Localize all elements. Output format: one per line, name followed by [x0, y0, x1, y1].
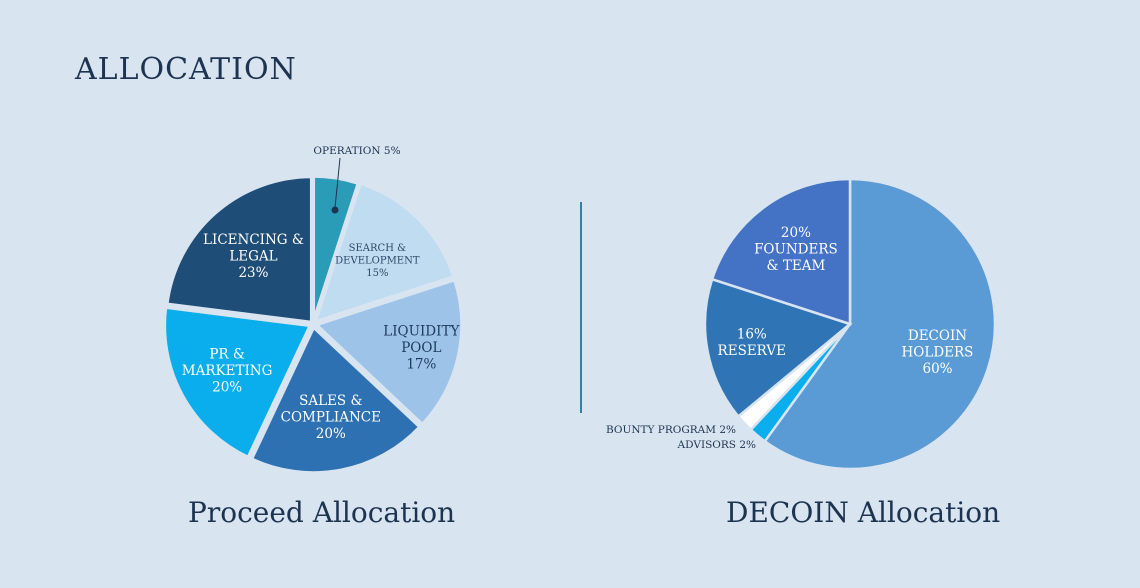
pie-slice-decoin-holders-60 — [763, 177, 997, 471]
proceed-allocation-caption: Proceed Allocation — [188, 496, 456, 529]
slice-label-operation-5: OPERATION 5% — [313, 145, 400, 157]
slice-label-licencing-legal-23: LICENCING & LEGAL 23% — [203, 232, 304, 281]
page-title: ALLOCATION — [75, 52, 297, 87]
slice-label-pr-marketing-20: PR & MARKETING 20% — [182, 347, 273, 396]
pie-slice-20-founders-team — [710, 177, 852, 326]
pie-slice-licencing-legal-23 — [164, 174, 314, 325]
slice-label-16-reserve: 16% RESERVE — [718, 326, 786, 359]
slice-label-decoin-holders-60: DECOIN HOLDERS 60% — [902, 328, 974, 377]
chart-divider — [580, 202, 582, 413]
slice-label-bounty-program-2: BOUNTY PROGRAM 2% — [606, 424, 736, 436]
operation-leader-line — [334, 157, 341, 209]
slice-label-liquidity-pool-17: LIQUIDITY POOL 17% — [383, 324, 460, 373]
operation-leader-dot — [331, 206, 339, 214]
decoin-allocation-pie: DECOIN HOLDERS 60% ADVISORS 2% BOUNTY PROGRA… — [606, 177, 997, 471]
decoin-allocation-caption: DECOIN Allocation — [726, 496, 1001, 529]
slice-label-search-development-15: SEARCH & DEVELOPMENT 15% — [335, 243, 420, 279]
pie-slice-search-development-15 — [312, 180, 457, 325]
pie-slice-sales-compliance-20 — [249, 324, 423, 475]
pie-slice-liquidity-pool-17 — [312, 277, 464, 428]
pie-slice-pr-marketing-20 — [162, 305, 313, 460]
slice-label-advisors-2: ADVISORS 2% — [677, 439, 756, 451]
proceed-allocation-pie: OPERATION 5% SEARCH & DEVELOPMENT 15% LIQUID… — [162, 145, 464, 475]
slice-label-20-founders-team: 20% FOUNDERS & TEAM — [754, 225, 838, 274]
slice-label-sales-compliance-20: SALES & COMPLIANCE 20% — [281, 393, 381, 442]
